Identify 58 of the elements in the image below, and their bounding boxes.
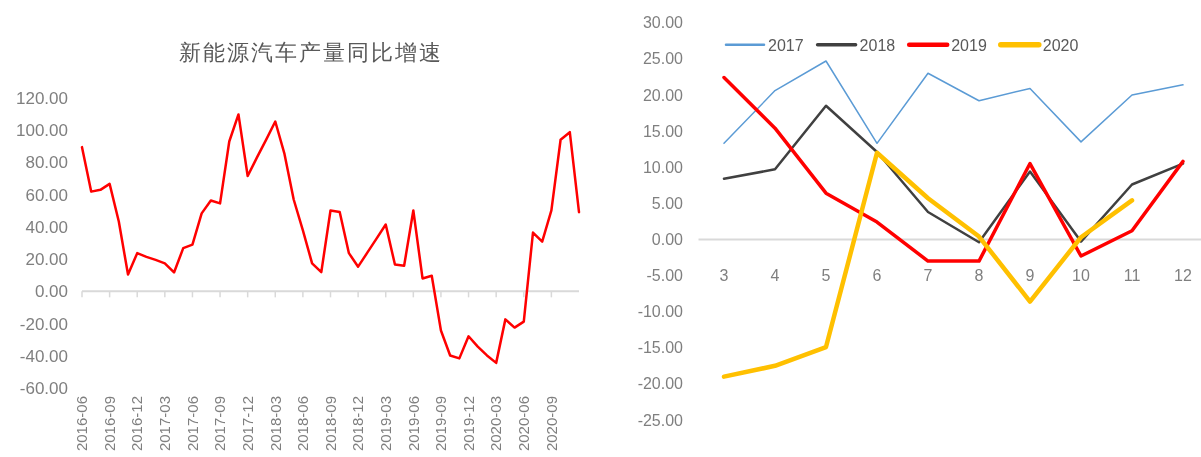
x-tick-label: 6 [872, 267, 882, 285]
y-tick-label: -10.00 [637, 303, 684, 321]
y-tick-label: 15.00 [642, 122, 684, 140]
legend-label: 2020 [1042, 36, 1079, 54]
legend-label: 2018 [859, 36, 896, 54]
x-tick-label: 12 [1174, 267, 1192, 285]
x-tick-label: 11 [1123, 267, 1141, 285]
x-tick-label: 2017-06 [183, 396, 201, 452]
y-tick-label: 100.00 [16, 121, 68, 141]
y-tick-label: 25.00 [642, 50, 684, 68]
chart-title: 新能源汽车产量同比增速 [178, 40, 443, 65]
line-series [80, 113, 581, 365]
x-tick-label: 8 [974, 267, 984, 285]
x-tick-label: 9 [1025, 267, 1035, 285]
legend-label: 2017 [768, 36, 804, 54]
x-tick-label: 2018-03 [266, 396, 284, 452]
y-tick-label: -5.00 [646, 267, 684, 285]
x-tick-label: 4 [770, 267, 780, 285]
y-tick-label: -25.00 [637, 411, 684, 429]
x-tick-label: 2017-03 [156, 396, 174, 452]
x-tick-label: 2018-06 [294, 396, 312, 452]
y-tick-label: 80.00 [25, 153, 68, 173]
y-tick-label: -60.00 [19, 378, 68, 398]
y-tick-label: -20.00 [637, 375, 684, 393]
x-tick-label: 2019-03 [376, 396, 394, 452]
x-tick-label: 2017-12 [238, 396, 256, 452]
y-tick-label: 20.00 [642, 86, 684, 104]
x-tick-label: 2019-12 [459, 396, 477, 452]
y-tick-label: 40.00 [25, 217, 68, 237]
x-tick-label: 2017-09 [211, 396, 229, 452]
x-tick-label: 2016-06 [73, 396, 91, 452]
y-tick-label: 20.00 [25, 250, 68, 270]
y-tick-label: 120.00 [16, 88, 68, 108]
line-series [722, 75, 1185, 263]
y-tick-label: -20.00 [19, 314, 68, 334]
x-tick-label: 2019-06 [404, 396, 422, 452]
x-tick-label: 3 [719, 267, 729, 285]
x-tick-label: 2016-09 [100, 396, 118, 452]
line-series [723, 60, 1184, 145]
x-tick-label: 2019-09 [432, 396, 450, 452]
x-tick-label: 5 [821, 267, 831, 285]
x-tick-label: 2018-12 [349, 396, 367, 452]
y-tick-label: 0.00 [34, 282, 68, 302]
x-tick-label: 7 [923, 267, 933, 285]
y-tick-label: -40.00 [19, 346, 68, 366]
y-tick-label: 60.00 [25, 185, 68, 205]
y-tick-label: 10.00 [642, 158, 684, 176]
y-tick-label: -15.00 [637, 339, 684, 357]
x-tick-label: 2020-03 [487, 396, 505, 452]
x-tick-label: 2020-06 [515, 396, 533, 452]
y-tick-label: 0.00 [651, 231, 684, 249]
x-tick-label: 2020-09 [542, 396, 560, 452]
x-tick-label: 10 [1072, 267, 1090, 285]
x-tick-label: 2016-12 [128, 396, 146, 452]
legend-label: 2019 [951, 36, 987, 54]
y-tick-label: 30.00 [642, 14, 684, 32]
x-tick-label: 2018-09 [321, 396, 339, 452]
y-tick-label: 5.00 [651, 194, 684, 212]
